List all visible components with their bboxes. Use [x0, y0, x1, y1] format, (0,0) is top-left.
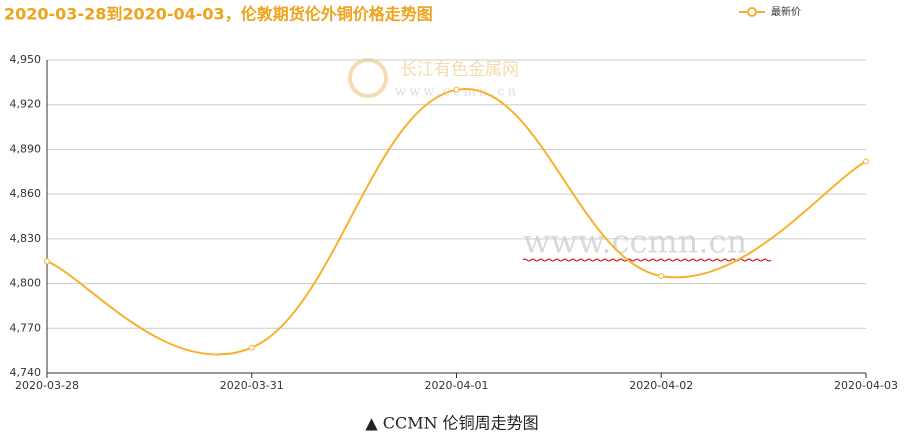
legend-marker [747, 7, 757, 17]
chart-title: 2020-03-28到2020-04-03，伦敦期货伦外铜价格走势图 [4, 5, 433, 24]
x-tick-label: 2020-04-03 [834, 379, 898, 392]
legend-label: 最新价 [771, 5, 801, 18]
y-tick-label: 4,800 [10, 277, 42, 290]
point [44, 258, 50, 265]
y-tick-label: 4,770 [10, 321, 42, 334]
point [248, 344, 255, 351]
x-tick-label: 2020-03-28 [15, 379, 79, 392]
y-tick-label: 4,890 [10, 142, 42, 155]
watermark: 长江有色金属网 [400, 60, 519, 80]
caption: ▲ CCMN 伦铜周走势图 [365, 414, 538, 433]
x-tick-label: 2020-04-02 [629, 379, 693, 392]
y-tick-label: 4,860 [10, 187, 42, 200]
watermark-logo [348, 58, 388, 98]
point [658, 273, 665, 280]
y-tick-label: 4,830 [10, 232, 42, 245]
y-tick-label: 4,740 [10, 366, 42, 379]
point [863, 158, 869, 165]
y-tick-label: 4,950 [10, 53, 42, 66]
point [453, 86, 460, 93]
spell-underline [522, 258, 772, 262]
y-tick-label: 4,920 [10, 98, 42, 111]
x-tick-label: 2020-04-01 [425, 379, 489, 392]
watermark: www.ccmn.cn [523, 223, 747, 261]
x-tick-label: 2020-03-31 [220, 379, 284, 392]
